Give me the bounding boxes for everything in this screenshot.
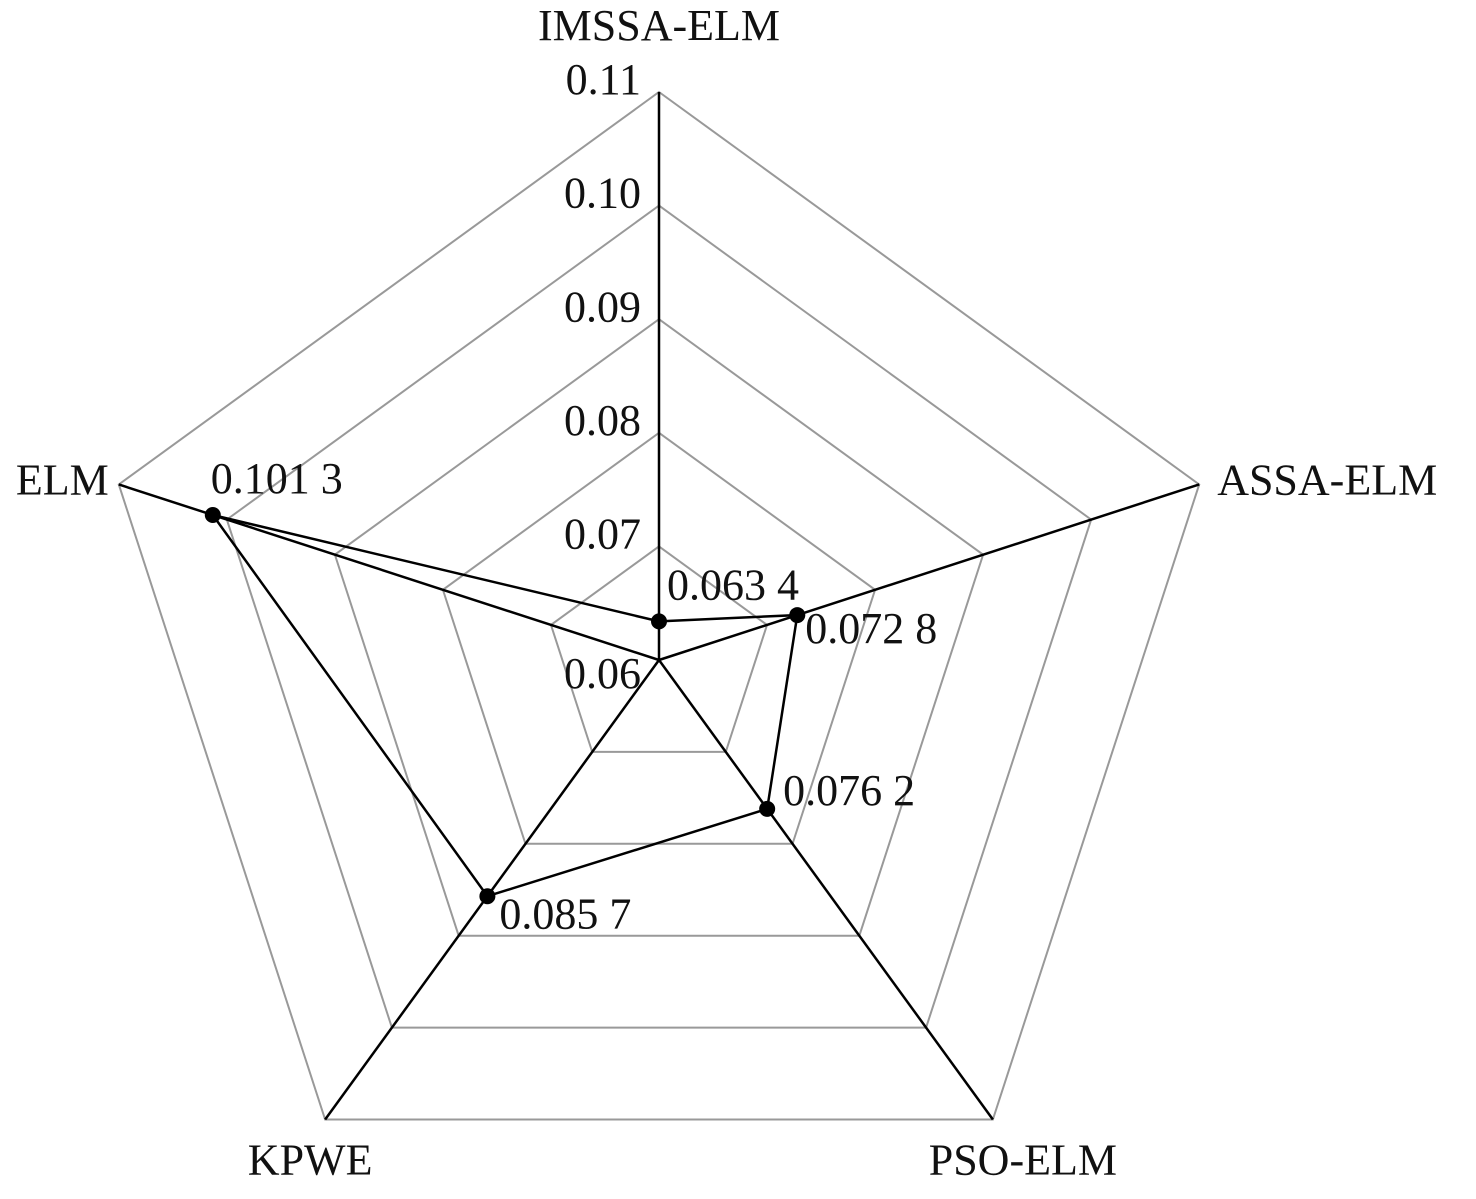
r-tick-label: 0.06 — [564, 649, 641, 698]
grid-ring — [117, 90, 1201, 1121]
data-point — [651, 613, 667, 630]
value-label: 0.085 7 — [499, 889, 631, 938]
grid-ring — [549, 545, 769, 753]
axis-line — [658, 483, 1200, 662]
axis-line — [657, 659, 994, 1121]
data-area — [209, 513, 799, 898]
r-tick-label: 0.11 — [566, 55, 641, 104]
data-point — [789, 607, 806, 624]
grid-ring — [225, 204, 1093, 1029]
category-label: KPWE — [248, 1136, 373, 1185]
data-point — [204, 507, 221, 524]
grid-ring — [333, 317, 985, 937]
category-label: PSO-ELM — [929, 1136, 1117, 1185]
value-label: 0.101 3 — [211, 454, 343, 503]
data-point — [479, 888, 496, 905]
value-label: 0.076 2 — [783, 766, 915, 815]
value-label: 0.072 8 — [805, 604, 937, 653]
category-label: ASSA-ELM — [1217, 456, 1437, 505]
r-tick-label: 0.10 — [564, 169, 641, 218]
data-point — [759, 800, 776, 817]
r-tick-label: 0.09 — [564, 282, 641, 331]
value-label: 0.063 4 — [667, 560, 799, 609]
r-tick-label: 0.07 — [564, 509, 641, 558]
category-label: IMSSA-ELM — [538, 1, 780, 50]
category-label: ELM — [16, 456, 109, 505]
r-tick-label: 0.08 — [564, 396, 641, 445]
